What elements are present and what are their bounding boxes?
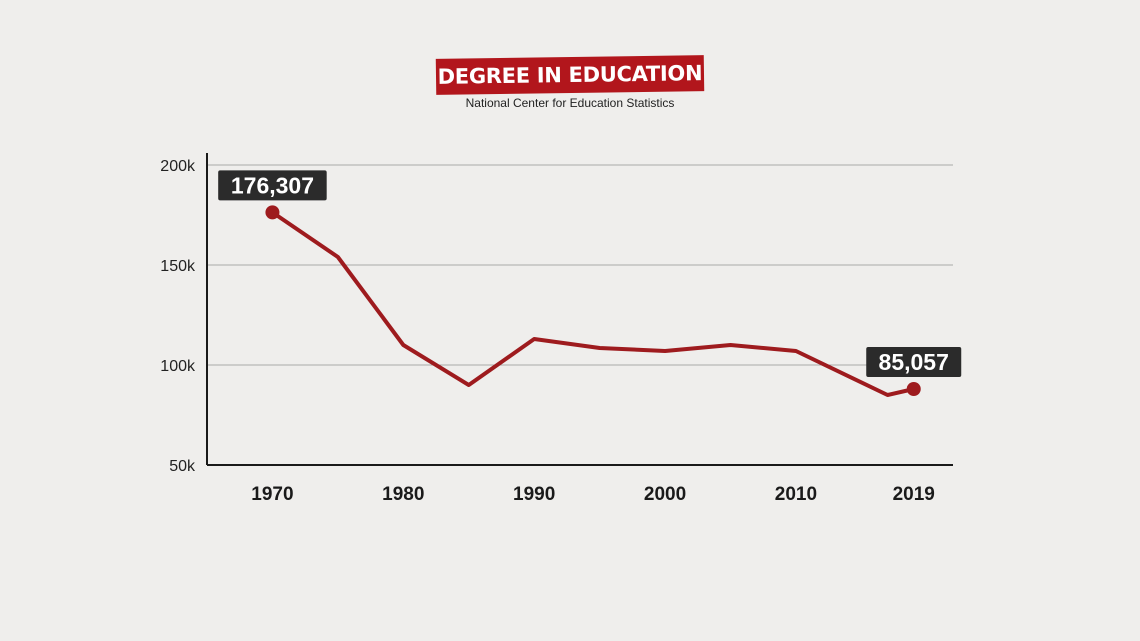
annotations: 176,307 85,057 [218,170,962,396]
x-tick-labels: 1970 1980 1990 2000 2010 2019 [251,484,935,505]
series-line [270,210,916,397]
data-label: 85,057 [879,349,949,375]
endpoint-marker [906,382,921,396]
data-label-box [866,347,962,377]
chart-title: DEGREE IN EDUCATION [435,55,705,95]
x-tick-label: 1990 [513,484,555,505]
y-tick-label: 150k [160,258,196,275]
chart-subtitle: National Center for Education Statistics [465,96,675,110]
x-tick-label: 2000 [644,484,686,505]
data-label: 176,307 [231,172,314,198]
x-tick-label: 2010 [775,484,817,505]
endpoint-marker [265,205,280,220]
x-tick-label: 1970 [251,484,293,505]
x-tick-label: 2019 [893,484,935,505]
y-tick-label: 200k [160,158,196,175]
x-tick-label: 1980 [382,484,424,505]
series-group [270,210,916,397]
y-tick-label: 50k [169,458,196,475]
y-tick-labels: 200k 150k 100k 50k [160,158,196,475]
y-tick-label: 100k [160,358,196,375]
axes [206,153,953,466]
data-label-box [218,170,327,201]
